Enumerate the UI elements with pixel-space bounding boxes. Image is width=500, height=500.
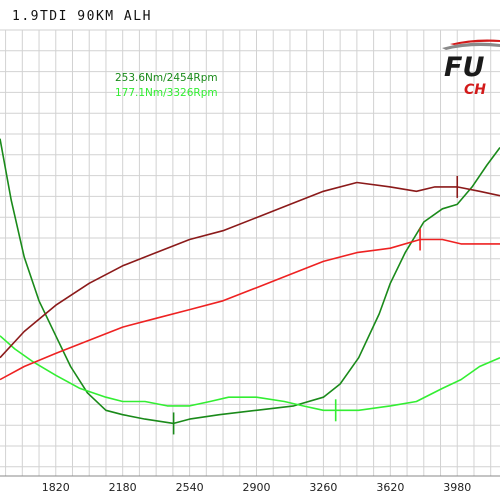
logo-word: FU bbox=[444, 52, 485, 83]
x-tick-label: 3980 bbox=[443, 481, 471, 494]
annotation-layer: 253.6Nm/2454Rpm 177.1Nm/3326Rpm bbox=[115, 72, 218, 99]
x-tick-label: 1820 bbox=[42, 481, 70, 494]
series-line-power_tuned bbox=[0, 181, 500, 359]
logo-subword: CH bbox=[464, 82, 486, 98]
annotation-torque_tuned: 253.6Nm/2454Rpm bbox=[115, 72, 218, 84]
series-line-torque_stock bbox=[0, 335, 500, 412]
x-tick-label: 2540 bbox=[176, 481, 204, 494]
annotation-torque_stock: 177.1Nm/3326Rpm bbox=[115, 87, 218, 99]
series-layer bbox=[0, 138, 500, 425]
x-tick-label: 3620 bbox=[376, 481, 404, 494]
brand-logo: FU CH bbox=[440, 38, 500, 102]
marker-layer bbox=[172, 175, 459, 435]
series-line-torque_tuned bbox=[0, 138, 500, 425]
x-tick-label: 2900 bbox=[243, 481, 271, 494]
chart-grid bbox=[0, 29, 500, 477]
series-line-power_stock bbox=[0, 238, 500, 381]
x-tick-label: 3260 bbox=[309, 481, 337, 494]
logo-swoosh-icon bbox=[442, 39, 500, 50]
x-tick-label: 2180 bbox=[109, 481, 137, 494]
engine-title: 1.9TDI 90KM ALH bbox=[12, 9, 152, 24]
x-axis-ticks: 1820 2180 2540 2900 3260 3620 3980 bbox=[42, 481, 471, 494]
